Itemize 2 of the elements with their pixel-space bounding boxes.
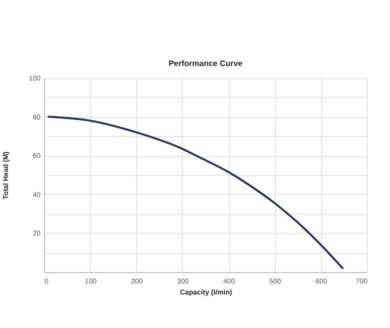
chart-title: Performance Curve xyxy=(168,59,243,68)
line-series xyxy=(48,116,344,270)
